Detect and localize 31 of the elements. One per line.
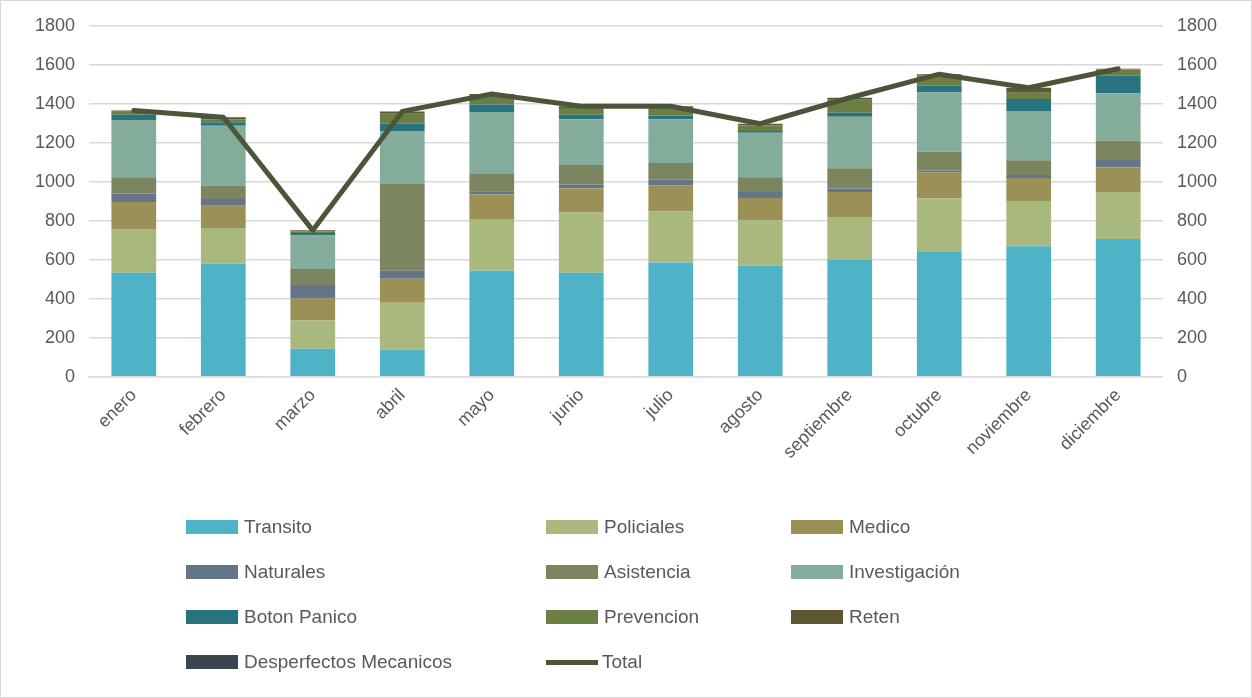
y-tick-label: 1200 — [35, 131, 76, 152]
y2-tick-label: 200 — [1176, 326, 1207, 347]
legend-label: Naturales — [243, 561, 327, 583]
y-tick-label: 1600 — [35, 53, 76, 74]
legend-label: Asistencia — [603, 561, 692, 583]
legend-label: Reten — [848, 606, 901, 628]
y-tick-label: 200 — [45, 326, 76, 347]
legend-label: Prevencion — [603, 606, 701, 628]
y2-tick-label: 1000 — [1176, 170, 1217, 191]
y2-tick-label: 1600 — [1176, 53, 1217, 74]
legend-label: Medico — [848, 516, 912, 538]
y-tick-label: 1000 — [35, 170, 76, 191]
legend-label: Total — [601, 651, 644, 673]
y-tick-label: 1800 — [35, 14, 76, 35]
y2-tick-label: 800 — [1176, 209, 1207, 230]
y2-tick-label: 1800 — [1176, 14, 1217, 35]
y-tick-label: 800 — [45, 209, 76, 230]
legend-label: Boton Panico — [243, 606, 359, 628]
y2-tick-label: 1200 — [1176, 131, 1217, 152]
legend-label: Investigación — [848, 561, 961, 583]
y-tick-label: 600 — [45, 248, 76, 269]
legend-label: Desperfectos Mecanicos — [243, 651, 454, 673]
legend-label: Policiales — [603, 516, 686, 538]
y2-tick-label: 0 — [1176, 365, 1187, 386]
y-tick-label: 0 — [65, 365, 76, 386]
y-tick-label: 400 — [45, 287, 76, 308]
y2-tick-label: 400 — [1176, 287, 1207, 308]
y2-tick-label: 600 — [1176, 248, 1207, 269]
y2-tick-label: 1400 — [1176, 92, 1217, 113]
y-tick-label: 1400 — [35, 92, 76, 113]
legend-label: Transito — [243, 516, 313, 538]
